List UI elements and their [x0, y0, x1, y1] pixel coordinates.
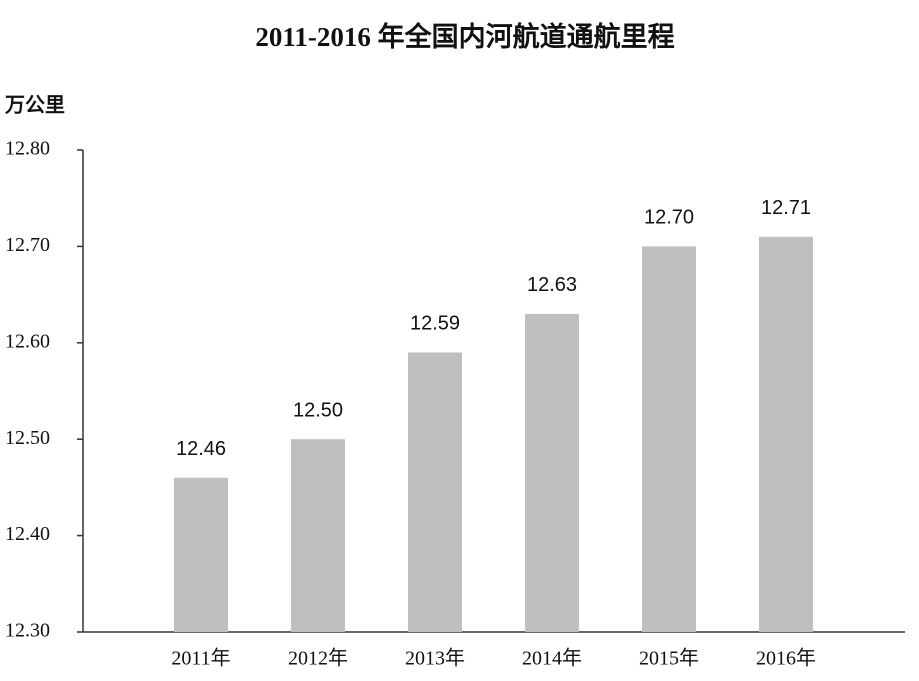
- value-label: 12.63: [527, 274, 577, 296]
- y-tick-label: 12.60: [5, 330, 50, 352]
- bar: [174, 477, 228, 632]
- x-tick-label: 2011年: [171, 647, 230, 670]
- bar: [408, 352, 462, 632]
- chart-title: 2011-2016 年全国内河航道通航里程: [255, 21, 674, 52]
- x-tick-label: 2015年: [639, 647, 699, 670]
- y-tick-label: 12.40: [5, 523, 50, 545]
- value-label: 12.46: [176, 438, 226, 460]
- bar: [525, 313, 579, 632]
- value-label: 12.71: [761, 197, 811, 219]
- x-tick-label: 2014年: [522, 647, 582, 670]
- x-tick-label: 2016年: [756, 647, 816, 670]
- x-tick-label: 2013年: [405, 647, 465, 670]
- y-tick-label: 12.50: [5, 427, 50, 449]
- x-tick-label: 2012年: [288, 647, 348, 670]
- bar: [759, 236, 813, 632]
- y-axis-label: 万公里: [4, 94, 65, 117]
- bar: [642, 246, 696, 632]
- value-label: 12.70: [644, 207, 694, 229]
- value-label: 12.59: [410, 313, 460, 335]
- y-tick-label: 12.30: [5, 620, 50, 642]
- y-tick-label: 12.80: [5, 138, 50, 160]
- value-label: 12.50: [293, 399, 343, 421]
- bar: [291, 439, 345, 632]
- y-tick-label: 12.70: [5, 234, 50, 256]
